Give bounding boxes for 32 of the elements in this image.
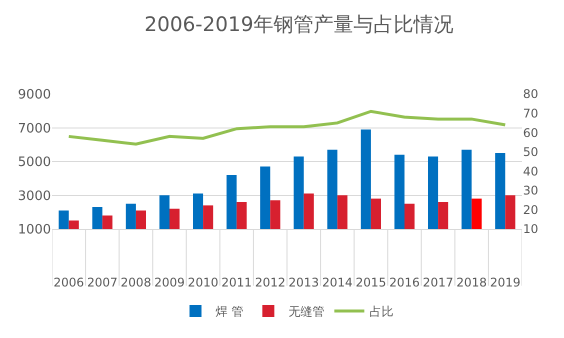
x-tick-label: 2019: [490, 275, 520, 290]
y2-tick-label: 30: [523, 184, 538, 198]
x-tick-label: 2010: [188, 275, 218, 290]
y2-tick-label: 50: [523, 145, 538, 160]
x-tick-label: 2006: [54, 275, 84, 290]
legend-label: 焊 管: [216, 304, 244, 319]
x-tick-label: 2018: [456, 275, 487, 290]
legend-label: 占比: [369, 304, 394, 319]
y2-tick-label: 40: [523, 164, 538, 178]
y2-tick-label: 80: [523, 87, 538, 102]
x-tick-label: 2011: [221, 275, 252, 290]
line-series: [67, 110, 507, 146]
y-tick-label: 3000: [18, 188, 51, 204]
y2-tick-label: 70: [523, 106, 538, 120]
chart-title: 2006-2019年钢管产量与占比情况: [144, 12, 454, 36]
y-tick-label: 9000: [18, 88, 51, 103]
x-tick-label: 2008: [120, 275, 152, 290]
x-tick-label: 2016: [389, 275, 420, 290]
legend-label: 无缝管: [288, 304, 324, 319]
y-tick-label: 1000: [18, 222, 51, 238]
y-tick-label: 7000: [18, 121, 51, 136]
x-tick-label: 2013: [288, 275, 320, 290]
x-tick-label: 2015: [356, 275, 386, 290]
x-tick-label: 2014: [322, 275, 353, 290]
x-tick-label: 2017: [422, 275, 454, 290]
y2-tick-label: 10: [523, 222, 538, 236]
x-tick-label: 2012: [254, 275, 286, 290]
x-tick-label: 2007: [87, 275, 118, 290]
y2-tick-label: 20: [523, 202, 538, 217]
x-tick-label: 2009: [154, 275, 185, 290]
y2-tick-label: 60: [523, 126, 538, 140]
y-tick-label: 5000: [18, 155, 51, 170]
